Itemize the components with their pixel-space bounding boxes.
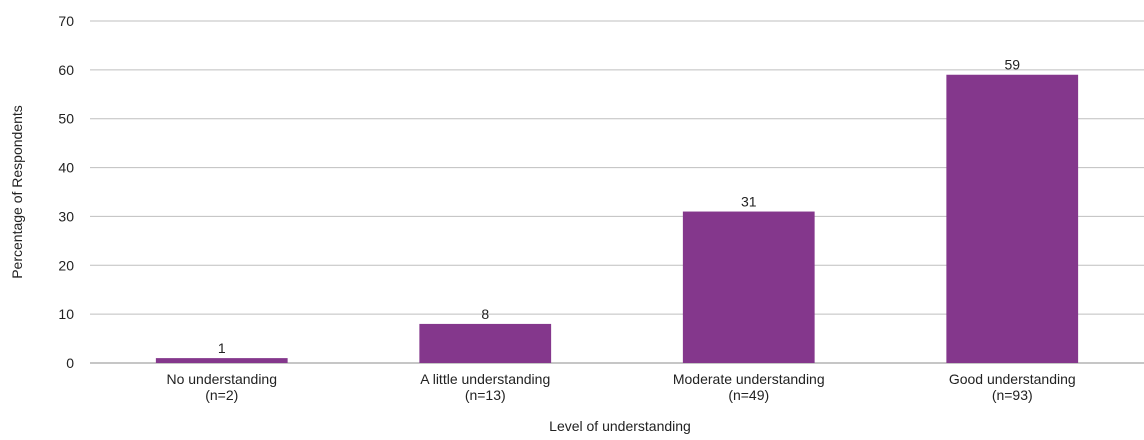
x-tick-label-line: (n=13) — [465, 387, 506, 403]
x-tick-label: No understanding (n=2) — [166, 371, 277, 403]
data-label: 31 — [741, 194, 757, 210]
y-tick-label: 50 — [58, 111, 74, 127]
y-tick-label: 20 — [58, 257, 74, 273]
x-tick-label: Moderate understanding (n=49) — [673, 371, 825, 403]
y-tick-label: 10 — [58, 306, 74, 322]
bars — [155, 74, 1079, 363]
data-label: 59 — [1004, 57, 1020, 73]
x-tick-label-line: No understanding — [166, 371, 277, 387]
x-tick-label-line: A little understanding — [420, 371, 550, 387]
y-tick-labels: 0 10 20 30 40 50 60 70 — [58, 13, 74, 371]
y-tick-label: 40 — [58, 160, 74, 176]
x-tick-labels: No understanding (n=2) A little understand… — [166, 371, 1075, 403]
y-axis-title: Percentage of Respondents — [9, 105, 25, 279]
x-tick-label-line: (n=49) — [728, 387, 769, 403]
bar — [155, 358, 288, 363]
x-tick-label-line: Good understanding — [949, 371, 1076, 387]
bar — [682, 211, 815, 363]
y-tick-label: 30 — [58, 208, 74, 224]
x-tick-label-line: Moderate understanding — [673, 371, 825, 387]
data-label: 1 — [218, 340, 226, 356]
x-axis-title: Level of understanding — [549, 418, 691, 434]
y-tick-label: 70 — [58, 13, 74, 29]
y-tick-label: 60 — [58, 62, 74, 78]
x-tick-label: A little understanding (n=13) — [420, 371, 550, 403]
x-tick-label-line: (n=2) — [205, 387, 238, 403]
x-tick-label: Good understanding (n=93) — [949, 371, 1076, 403]
bar — [946, 74, 1079, 363]
data-labels: 1 8 31 59 — [218, 57, 1020, 356]
bar — [419, 323, 552, 363]
y-tick-label: 0 — [66, 355, 74, 371]
x-tick-label-line: (n=93) — [992, 387, 1033, 403]
gridlines — [90, 20, 1144, 364]
data-label: 8 — [481, 306, 489, 322]
